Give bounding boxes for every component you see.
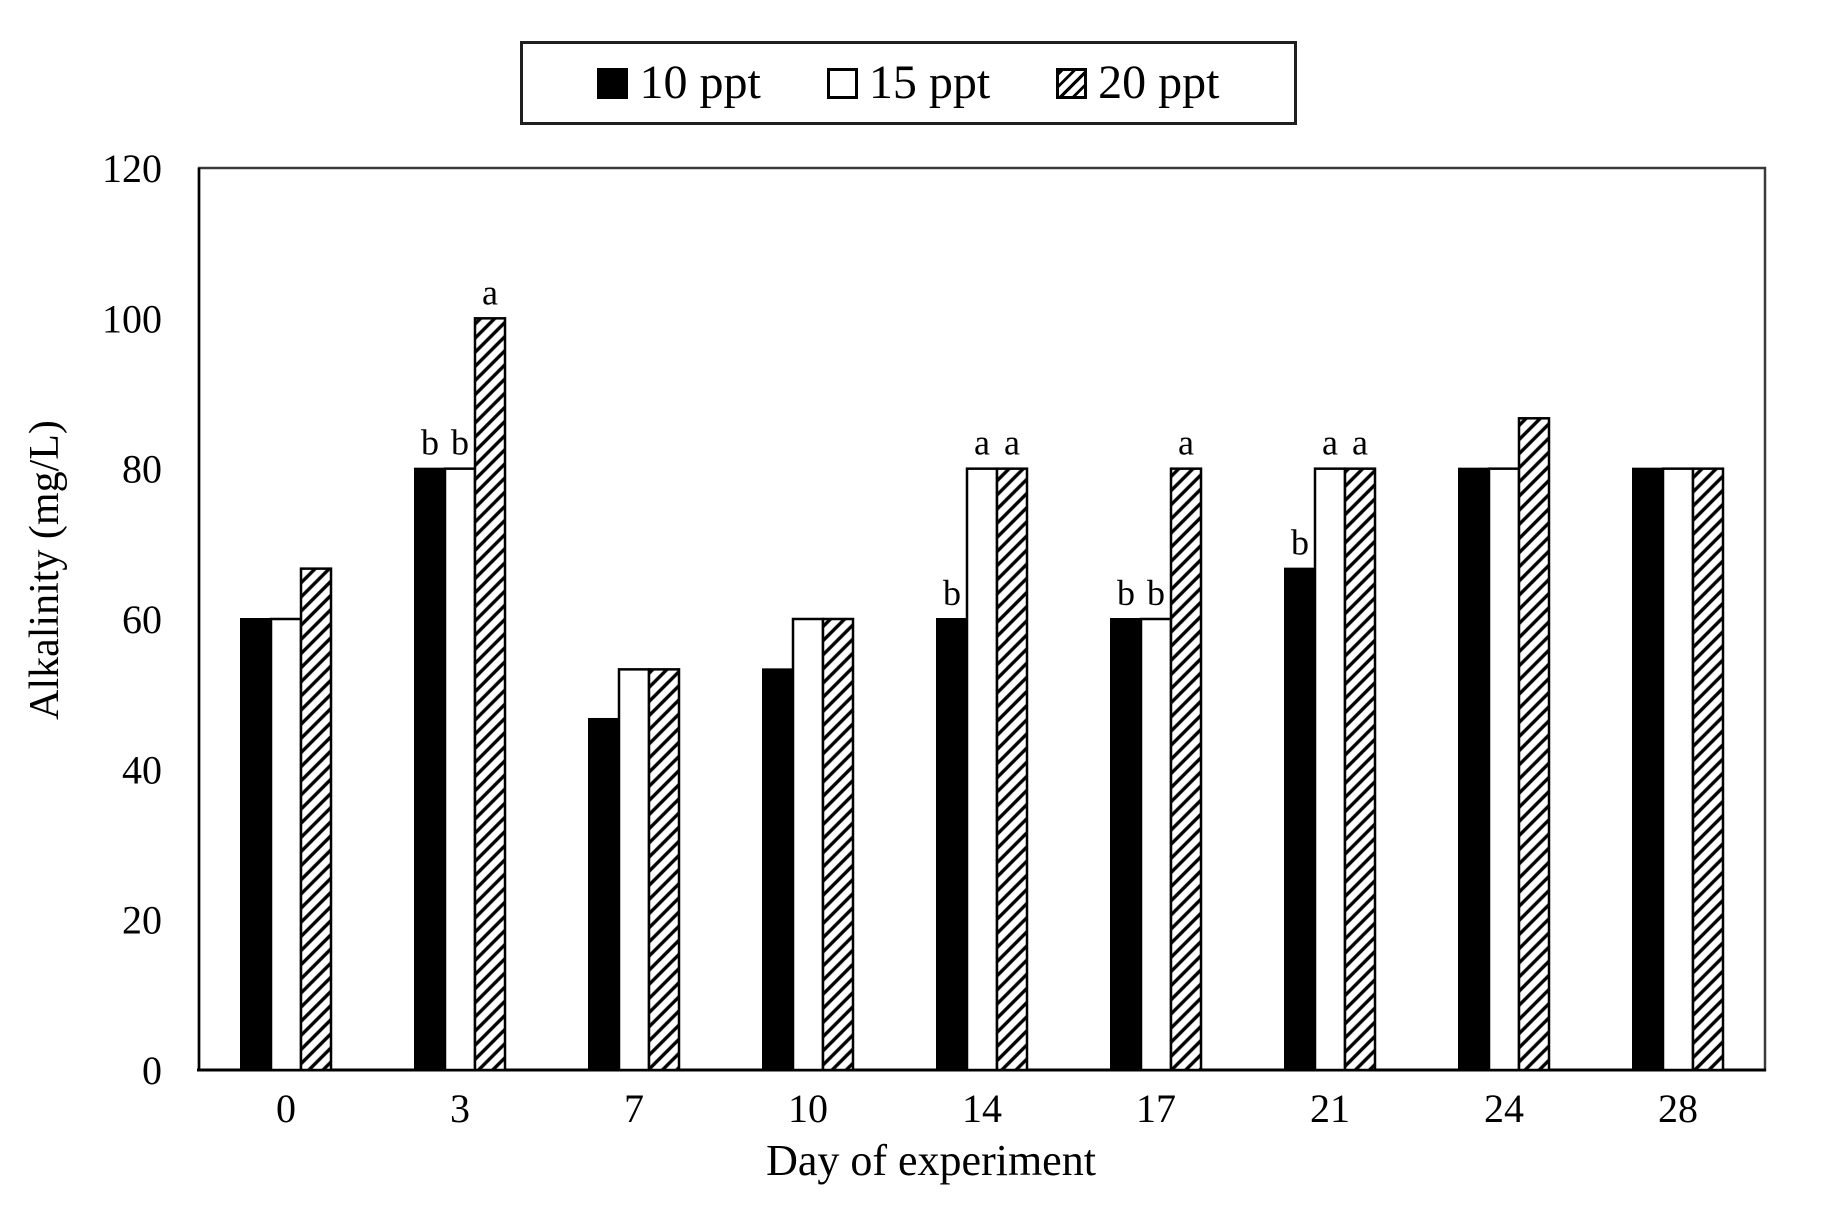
significance-letter: b [1117, 573, 1135, 613]
y-tick-label: 80 [122, 447, 162, 492]
legend-label: 10 ppt [639, 56, 761, 109]
bar-10ppt-day24 [1458, 467, 1490, 1071]
legend-item-20-ppt: 20 ppt [1056, 56, 1220, 109]
significance-letter: b [943, 573, 961, 613]
bar-20ppt-day28 [1691, 467, 1725, 1072]
bar-20ppt-day7 [647, 668, 681, 1072]
bar-15ppt-day10 [791, 617, 825, 1072]
y-tick-label: 20 [122, 898, 162, 943]
legend-item-15-ppt: 15 ppt [826, 56, 991, 109]
significance-letter: a [482, 272, 498, 312]
x-tick-label: 14 [962, 1086, 1002, 1131]
bar-20ppt-day0 [299, 567, 333, 1072]
bar-15ppt-day21 [1313, 467, 1347, 1072]
legend-item-10-ppt: 10 ppt [597, 56, 761, 109]
y-tick-label: 100 [102, 296, 162, 341]
bar-15ppt-day14 [965, 467, 999, 1072]
bar-20ppt-day3 [473, 317, 507, 1072]
significance-letter: b [1147, 573, 1165, 613]
x-tick-label: 24 [1484, 1086, 1524, 1131]
significance-letter: b [421, 423, 439, 463]
bar-15ppt-day24 [1487, 467, 1521, 1072]
bar-20ppt-day24 [1517, 417, 1551, 1072]
bar-10ppt-day7 [588, 717, 620, 1071]
bar-15ppt-day7 [617, 668, 651, 1072]
x-axis-tick-labels: 0 3 7 10 14 17 21 24 28 [276, 1086, 1698, 1131]
chart-legend: 10 ppt 15 ppt 20 ppt [520, 41, 1297, 125]
significance-letter: b [1291, 523, 1309, 563]
bar-20ppt-day21 [1343, 467, 1377, 1072]
x-tick-label: 21 [1310, 1086, 1350, 1131]
y-tick-label: 0 [142, 1048, 162, 1093]
x-tick-label: 3 [450, 1086, 470, 1131]
bar-20ppt-day14 [995, 467, 1029, 1072]
legend-label: 15 ppt [868, 56, 991, 109]
bars-layer [240, 317, 1725, 1072]
legend-label: 20 ppt [1098, 56, 1220, 109]
bar-10ppt-day14 [936, 618, 968, 1071]
x-tick-label: 10 [788, 1086, 828, 1131]
open-white-square-icon [826, 67, 858, 99]
bar-15ppt-day3 [443, 467, 477, 1072]
bar-10ppt-day17 [1110, 618, 1142, 1071]
bar-10ppt-day3 [414, 467, 446, 1071]
significance-letter: a [1004, 423, 1020, 463]
x-tick-label: 0 [276, 1086, 296, 1131]
y-tick-label: 40 [122, 747, 162, 792]
solid-black-square-icon [597, 67, 629, 99]
y-tick-label: 60 [122, 597, 162, 642]
bar-20ppt-day17 [1169, 467, 1203, 1072]
bar-10ppt-day10 [762, 668, 794, 1072]
x-axis-title: Day of experiment [766, 1136, 1096, 1185]
significance-letter: a [1352, 423, 1368, 463]
bar-15ppt-day28 [1661, 467, 1695, 1072]
x-tick-label: 7 [624, 1086, 644, 1131]
significance-letter: b [451, 423, 469, 463]
bar-20ppt-day10 [821, 617, 855, 1072]
significance-letter: a [974, 423, 990, 463]
x-tick-label: 17 [1136, 1086, 1176, 1131]
y-tick-label: 120 [102, 146, 162, 191]
bar-10ppt-day21 [1284, 567, 1316, 1071]
y-axis-tick-labels: 0 20 40 60 80 100 120 [102, 146, 162, 1093]
bar-10ppt-day28 [1632, 467, 1664, 1071]
bar-10ppt-day0 [240, 618, 272, 1071]
x-tick-label: 28 [1658, 1086, 1698, 1131]
hatched-square-icon [1056, 67, 1088, 99]
significance-letter: a [1322, 423, 1338, 463]
bar-15ppt-day0 [269, 617, 303, 1072]
y-axis-title: Alkalinity (mg/L) [22, 420, 68, 720]
bar-15ppt-day17 [1139, 617, 1173, 1072]
significance-letter: a [1178, 423, 1194, 463]
